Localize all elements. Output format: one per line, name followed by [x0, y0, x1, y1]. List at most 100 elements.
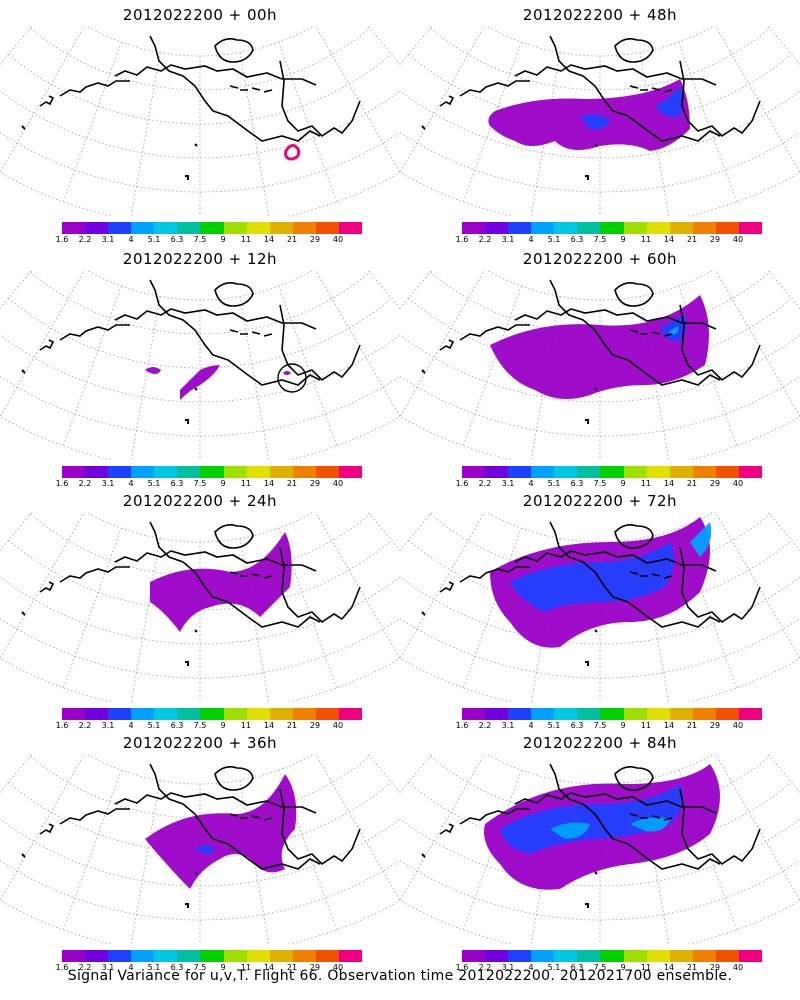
colorbar-label: 11	[640, 235, 652, 244]
colorbar-label: 1.6	[55, 479, 69, 488]
colorbar-label: 11	[240, 963, 252, 972]
colorbar-swatch	[85, 222, 109, 234]
colorbar-labels: 1.6 2.2 3.1 4 5.1 6.3 7.5 9 11 14 21 29 40	[56, 479, 362, 489]
colorbar-label: 4	[528, 721, 534, 730]
colorbar-label: 6.3	[570, 721, 584, 730]
colorbar-swatch	[131, 222, 155, 234]
map-panel: 2012022200 + 48h 1.6 2.2 3.1 4 5.1 6.3 7.5 9 11 14…	[400, 0, 800, 244]
colorbar-label: 11	[640, 963, 652, 972]
colorbar-label: 5.1	[147, 479, 161, 488]
colorbar-label: 21	[286, 235, 298, 244]
colorbar	[462, 708, 763, 720]
colorbar-swatch	[154, 950, 178, 962]
island-marks	[421, 853, 598, 908]
colorbar-swatch	[715, 222, 739, 234]
variance-region	[510, 542, 674, 612]
colorbar-swatch	[508, 466, 532, 478]
panel-title: 2012022200 + 36h	[122, 734, 278, 752]
colorbar-label: 7.5	[193, 235, 207, 244]
colorbar-swatch	[531, 950, 555, 962]
colorbar-swatch	[200, 222, 224, 234]
colorbar-swatch	[623, 950, 647, 962]
colorbar-label: 3.1	[501, 479, 515, 488]
colorbar-swatch	[62, 950, 86, 962]
colorbar-swatch	[669, 950, 693, 962]
polar-projection-map	[0, 754, 400, 944]
colorbar-swatch	[292, 708, 316, 720]
colorbar-labels: 1.6 2.2 3.1 4 5.1 6.3 7.5 9 11 14 21 29 40	[56, 721, 362, 731]
colorbar-label: 2.2	[478, 963, 492, 972]
colorbar-label: 21	[686, 235, 698, 244]
colorbar-label: 2.2	[478, 721, 492, 730]
colorbar-label: 2.2	[78, 721, 92, 730]
colorbar-label: 5.1	[147, 963, 161, 972]
colorbar-swatch	[223, 708, 247, 720]
colorbar-swatch	[715, 708, 739, 720]
colorbar-swatch	[315, 708, 339, 720]
colorbar-label: 5.1	[147, 235, 161, 244]
colorbar-swatch	[177, 222, 201, 234]
colorbar-label: 3.1	[501, 721, 515, 730]
colorbar-label: 14	[263, 721, 275, 730]
colorbar-swatch	[485, 466, 509, 478]
colorbar-swatch	[485, 708, 509, 720]
colorbar-swatch	[292, 222, 316, 234]
colorbar-swatch	[246, 950, 270, 962]
colorbar-label: 6.3	[170, 721, 184, 730]
panel-title: 2012022200 + 00h	[122, 6, 278, 24]
colorbar-swatch	[554, 466, 578, 478]
colorbar-label: 29	[709, 235, 721, 244]
colorbar-swatch	[292, 466, 316, 478]
colorbar-swatch	[338, 466, 363, 478]
colorbar-label: 9	[220, 963, 226, 972]
island-marks	[421, 369, 598, 424]
colorbar-label: 40	[732, 963, 744, 972]
island-marks	[21, 125, 198, 180]
colorbar-label: 40	[332, 235, 344, 244]
map-grid	[0, 270, 400, 460]
colorbar-label: 11	[640, 721, 652, 730]
colorbar-label: 40	[332, 721, 344, 730]
colorbar-swatch	[177, 708, 201, 720]
colorbar-swatch	[462, 708, 486, 720]
map-panel: 2012022200 + 36h 1.6 2.2 3.1 4 5.1 6.3 7.5 9 11 14…	[0, 728, 400, 972]
colorbar-swatch	[108, 708, 132, 720]
colorbar-swatch	[269, 222, 293, 234]
colorbar-label: 4	[128, 479, 134, 488]
colorbar-label: 14	[263, 235, 275, 244]
colorbar-swatch	[108, 466, 132, 478]
map-panel: 2012022200 + 60h 1.6 2.2 3.1 4 5.1 6.3 7.5 9 11 14…	[400, 244, 800, 488]
colorbar-label: 9	[220, 235, 226, 244]
coastline	[39, 521, 361, 628]
colorbar-label: 29	[709, 963, 721, 972]
colorbar-swatch	[508, 950, 532, 962]
colorbar-label: 21	[286, 721, 298, 730]
panel-title: 2012022200 + 72h	[522, 492, 678, 510]
colorbar-swatch	[62, 466, 86, 478]
colorbar	[62, 466, 363, 478]
colorbar-label: 9	[620, 479, 626, 488]
colorbar-label: 6.3	[570, 235, 584, 244]
colorbar-label: 9	[620, 721, 626, 730]
colorbar-swatch	[738, 950, 763, 962]
colorbar-swatch	[554, 708, 578, 720]
colorbar-labels: 1.6 2.2 3.1 4 5.1 6.3 7.5 9 11 14 21 29 40	[456, 235, 762, 245]
map-panel: 2012022200 + 24h 1.6 2.2 3.1 4 5.1 6.3 7.5 9 11 14…	[0, 486, 400, 730]
colorbar-label: 5.1	[147, 721, 161, 730]
colorbar-swatch	[646, 466, 670, 478]
colorbar-label: 14	[663, 479, 675, 488]
colorbar-swatch	[246, 466, 270, 478]
polar-projection-map	[0, 512, 400, 702]
colorbar-swatch	[669, 222, 693, 234]
colorbar-label: 1.6	[455, 479, 469, 488]
colorbar-label: 7.5	[593, 721, 607, 730]
colorbar-label: 7.5	[193, 479, 207, 488]
colorbar-labels: 1.6 2.2 3.1 4 5.1 6.3 7.5 9 11 14 21 29 40	[456, 479, 762, 489]
colorbar-label: 29	[309, 235, 321, 244]
colorbar-swatch	[646, 950, 670, 962]
colorbar-label: 6.3	[570, 479, 584, 488]
colorbar-label: 14	[263, 479, 275, 488]
colorbar-label: 4	[128, 235, 134, 244]
colorbar-swatch	[223, 950, 247, 962]
colorbar-swatch	[738, 222, 763, 234]
